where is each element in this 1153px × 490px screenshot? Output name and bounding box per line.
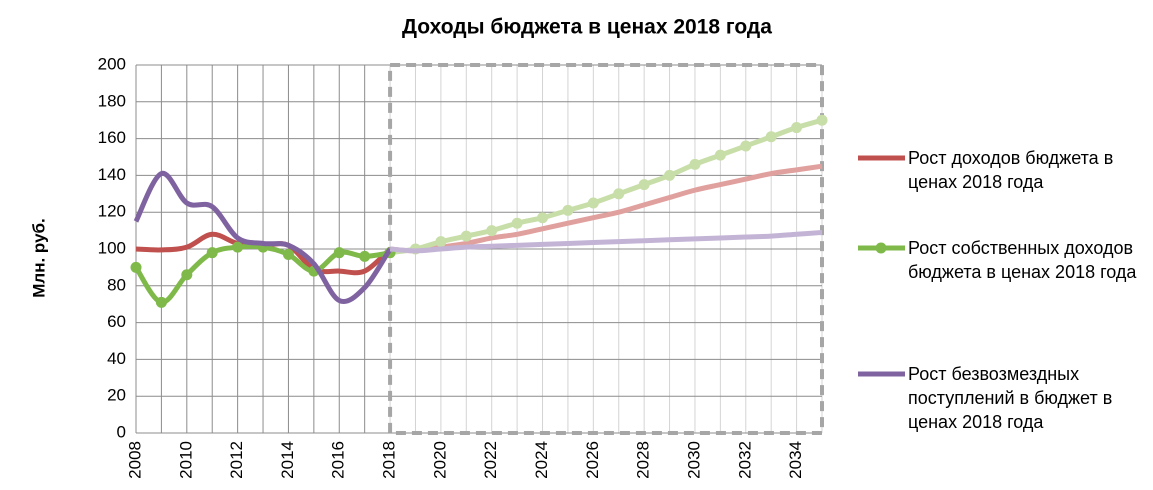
y-tick-label: 80	[107, 275, 126, 294]
marker	[765, 131, 777, 143]
x-tick-label: 2034	[786, 441, 805, 479]
series-line	[389, 163, 823, 254]
marker	[282, 249, 294, 261]
x-tick-label: 2024	[532, 441, 551, 479]
legend-label: Рост собственных доходов бюджета в ценах…	[908, 238, 1137, 282]
x-tick-label: 2020	[430, 441, 449, 479]
marker	[460, 230, 472, 242]
x-tick-label: 2030	[684, 441, 703, 479]
marker	[791, 122, 803, 134]
y-tick-label: 200	[98, 54, 126, 73]
legend-label: Рост доходов бюджета в ценах 2018 года	[908, 148, 1114, 192]
y-tick-label: 60	[107, 312, 126, 331]
y-tick-label: 0	[117, 422, 126, 441]
chart-title: Доходы бюджета в ценах 2018 года	[402, 16, 772, 39]
legend-marker	[875, 242, 887, 254]
marker	[206, 247, 218, 259]
y-tick-label: 20	[107, 386, 126, 405]
marker	[816, 114, 828, 126]
marker	[664, 169, 676, 181]
x-tick-label: 2016	[329, 441, 348, 479]
x-tick-label: 2022	[481, 441, 500, 479]
marker	[359, 250, 371, 262]
series-line	[389, 229, 823, 254]
x-tick-label: 2018	[380, 441, 399, 479]
marker	[511, 217, 523, 229]
marker	[435, 236, 447, 248]
marker	[638, 179, 650, 191]
y-tick-label: 40	[107, 349, 126, 368]
marker	[740, 140, 752, 152]
series-line	[133, 171, 393, 304]
marker	[181, 269, 193, 281]
marker	[714, 149, 726, 161]
marker	[587, 197, 599, 209]
marker	[562, 204, 574, 216]
y-axis-label: Млн. руб.	[29, 218, 48, 298]
marker	[232, 241, 244, 253]
x-tick-label: 2026	[583, 441, 602, 479]
marker	[130, 261, 142, 273]
x-tick-label: 2028	[634, 441, 653, 479]
y-tick-label: 180	[98, 91, 126, 110]
x-tick-label: 2010	[176, 441, 195, 479]
x-tick-label: 2032	[735, 441, 754, 479]
x-tick-label: 2008	[125, 441, 144, 479]
marker	[333, 247, 345, 259]
y-tick-label: 100	[98, 238, 126, 257]
marker	[155, 296, 167, 308]
y-tick-label: 120	[98, 202, 126, 221]
marker	[486, 225, 498, 237]
legend-label: Рост безвозмездных поступлений в бюджет …	[908, 364, 1113, 432]
series-line	[389, 117, 823, 256]
x-tick-label: 2014	[278, 441, 297, 479]
y-tick-label: 140	[98, 165, 126, 184]
marker	[613, 188, 625, 200]
marker	[537, 212, 549, 224]
marker	[689, 158, 701, 170]
y-tick-label: 160	[98, 128, 126, 147]
x-tick-label: 2012	[227, 441, 246, 479]
